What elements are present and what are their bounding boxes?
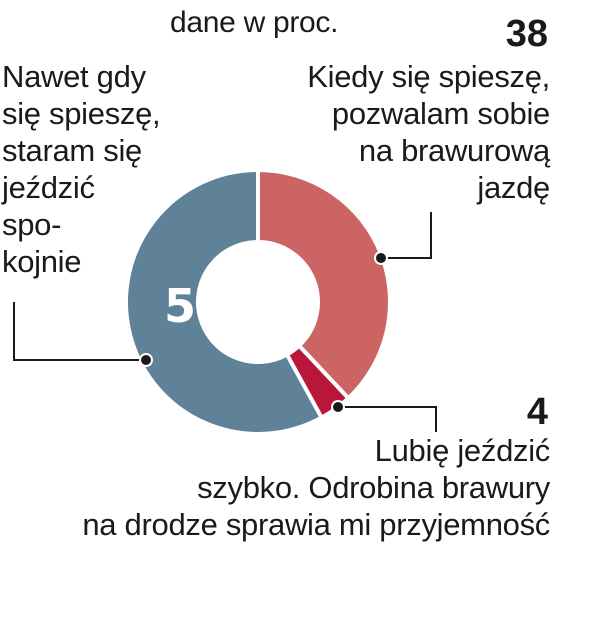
spokojnie-leader-dot bbox=[139, 353, 153, 367]
label-line: Kiedy się spieszę, bbox=[307, 59, 550, 94]
label-line: Nawet gdy bbox=[2, 59, 146, 94]
slice-label-szybko: Lubię jeździć szybko. Odrobina brawury n… bbox=[0, 432, 550, 543]
value-label-38: 38 bbox=[505, 13, 548, 55]
slice-spokojnie bbox=[123, 167, 325, 436]
label-line: jeździć bbox=[2, 170, 95, 205]
brawurowa-leader-line bbox=[381, 212, 432, 259]
label-line: na drodze sprawia mi przyjemność bbox=[82, 507, 550, 542]
szybko-leader-dot bbox=[331, 400, 345, 414]
label-line: szybko. Odrobina brawury bbox=[197, 470, 550, 505]
label-line: na brawurową bbox=[358, 133, 550, 168]
label-line: spo- bbox=[2, 207, 62, 242]
label-line: się spieszę, bbox=[2, 96, 161, 131]
label-line: kojnie bbox=[2, 244, 82, 279]
slice-label-brawurowa: Kiedy się spieszę, pozwalam sobie na bra… bbox=[250, 58, 550, 206]
value-label-4: 4 bbox=[526, 391, 548, 433]
chart-subtitle: dane w proc. bbox=[170, 6, 339, 39]
slice-value-58: 58 bbox=[164, 279, 228, 333]
slice-label-spokojnie: Nawet gdy się spieszę, staram się jeździ… bbox=[2, 58, 202, 280]
spokojnie-leader-line bbox=[13, 302, 146, 361]
slice-brawurowa bbox=[256, 167, 392, 402]
szybko-leader-line bbox=[338, 406, 437, 432]
brawurowa-leader-dot bbox=[374, 251, 388, 265]
label-line: staram się bbox=[2, 133, 142, 168]
label-line: Lubię jeździć bbox=[374, 433, 551, 468]
label-line: jazdę bbox=[477, 170, 550, 205]
label-line: pozwalam sobie bbox=[331, 96, 550, 131]
